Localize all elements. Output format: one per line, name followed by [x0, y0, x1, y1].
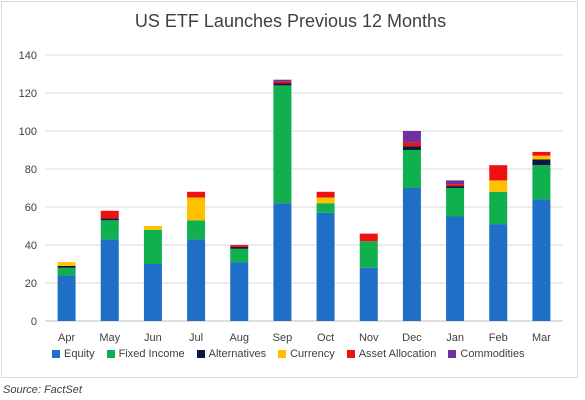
- y-tick-label: 60: [25, 202, 37, 214]
- bar-asset-allocation: [316, 191, 335, 198]
- bar-alternatives: [230, 246, 249, 249]
- x-tick-label: Mar: [532, 332, 551, 344]
- legend-label: Commodities: [460, 348, 525, 360]
- legend-label: Alternatives: [208, 348, 267, 360]
- bar-equity: [187, 239, 206, 321]
- bar-equity: [100, 239, 119, 321]
- legend-swatch: [448, 350, 457, 358]
- legend-swatch: [196, 350, 205, 358]
- bar-commodities: [273, 79, 292, 82]
- legend-item: Alternatives: [196, 348, 267, 360]
- legend-swatch: [346, 350, 355, 358]
- legend-item: Currency: [278, 348, 335, 360]
- bar-fixed-income: [273, 85, 292, 204]
- bar-asset-allocation: [489, 165, 508, 181]
- legend-item: Fixed Income: [106, 348, 185, 360]
- bar-equity: [446, 216, 465, 321]
- legend-item: Commodities: [448, 348, 525, 360]
- x-tick-label: Jan: [446, 332, 464, 344]
- x-tick-label: Apr: [58, 332, 75, 344]
- x-tick-label: Nov: [359, 332, 379, 344]
- legend-swatch: [278, 350, 287, 358]
- bar-currency: [316, 197, 335, 204]
- bar-fixed-income: [359, 241, 378, 268]
- bar-fixed-income: [446, 188, 465, 217]
- legend-label: Equity: [64, 348, 95, 360]
- bar-fixed-income: [230, 248, 249, 263]
- bar-alternatives: [446, 186, 465, 188]
- bar-asset-allocation: [100, 210, 119, 219]
- bar-equity: [273, 203, 292, 321]
- y-tick-label: 40: [25, 240, 37, 252]
- y-tick-label: 0: [31, 316, 37, 328]
- bar-alternatives: [100, 218, 119, 221]
- y-tick-label: 80: [25, 164, 37, 176]
- bar-equity: [230, 262, 249, 321]
- bar-asset-allocation: [532, 151, 551, 156]
- x-tick-label: Jul: [189, 332, 203, 344]
- bar-equity: [316, 212, 335, 321]
- legend-swatch: [106, 350, 115, 358]
- bar-fixed-income: [187, 220, 206, 240]
- bar-equity: [402, 188, 421, 321]
- bar-fixed-income: [57, 267, 76, 276]
- bar-currency: [187, 197, 206, 221]
- x-tick-label: Dec: [402, 332, 422, 344]
- bar-currency: [143, 226, 162, 230]
- chart-title: US ETF Launches Previous 12 Months: [134, 11, 447, 31]
- x-tick-label: Oct: [317, 332, 334, 344]
- bar-currency: [57, 262, 76, 266]
- bar-equity: [57, 275, 76, 321]
- legend-label: Fixed Income: [118, 348, 185, 360]
- bar-fixed-income: [316, 203, 335, 213]
- bar-asset-allocation: [446, 184, 465, 187]
- chart-legend: Equity Fixed Income Alternatives Currency As…: [52, 348, 525, 360]
- x-tick-label: Jun: [144, 332, 162, 344]
- y-tick-label: 120: [19, 88, 37, 100]
- bar-equity: [143, 264, 162, 321]
- x-tick-label: Feb: [489, 332, 508, 344]
- y-tick-label: 20: [25, 278, 37, 290]
- bar-fixed-income: [489, 191, 508, 225]
- bar-fixed-income: [143, 229, 162, 264]
- bar-alternatives: [57, 265, 76, 268]
- source-note: Source: FactSet: [3, 384, 82, 396]
- x-tick-label: Aug: [229, 332, 249, 344]
- legend-label: Currency: [290, 348, 335, 360]
- legend-label: Asset Allocation: [358, 348, 437, 360]
- x-tick-label: Sep: [273, 332, 293, 344]
- legend-item: Equity: [52, 348, 95, 360]
- bar-asset-allocation: [230, 245, 249, 247]
- y-tick-label: 100: [19, 126, 37, 138]
- bar-fixed-income: [532, 165, 551, 200]
- bar-equity: [359, 267, 378, 321]
- bar-alternatives: [532, 159, 551, 166]
- bar-currency: [532, 155, 551, 160]
- bar-asset-allocation: [402, 142, 421, 147]
- legend-item: Asset Allocation: [346, 348, 437, 360]
- bar-fixed-income: [100, 220, 119, 240]
- bar-alternatives: [402, 146, 421, 150]
- bar-equity: [489, 224, 508, 321]
- bar-commodities: [402, 131, 421, 143]
- bar-asset-allocation: [359, 233, 378, 242]
- bar-equity: [532, 199, 551, 321]
- bar-currency: [489, 180, 508, 192]
- bar-alternatives: [273, 83, 292, 86]
- bar-fixed-income: [402, 150, 421, 188]
- x-tick-label: May: [99, 332, 120, 344]
- bar-asset-allocation: [273, 81, 292, 84]
- y-tick-label: 140: [19, 50, 37, 62]
- bar-asset-allocation: [187, 191, 206, 198]
- bar-commodities: [446, 180, 465, 185]
- legend-swatch: [52, 350, 60, 358]
